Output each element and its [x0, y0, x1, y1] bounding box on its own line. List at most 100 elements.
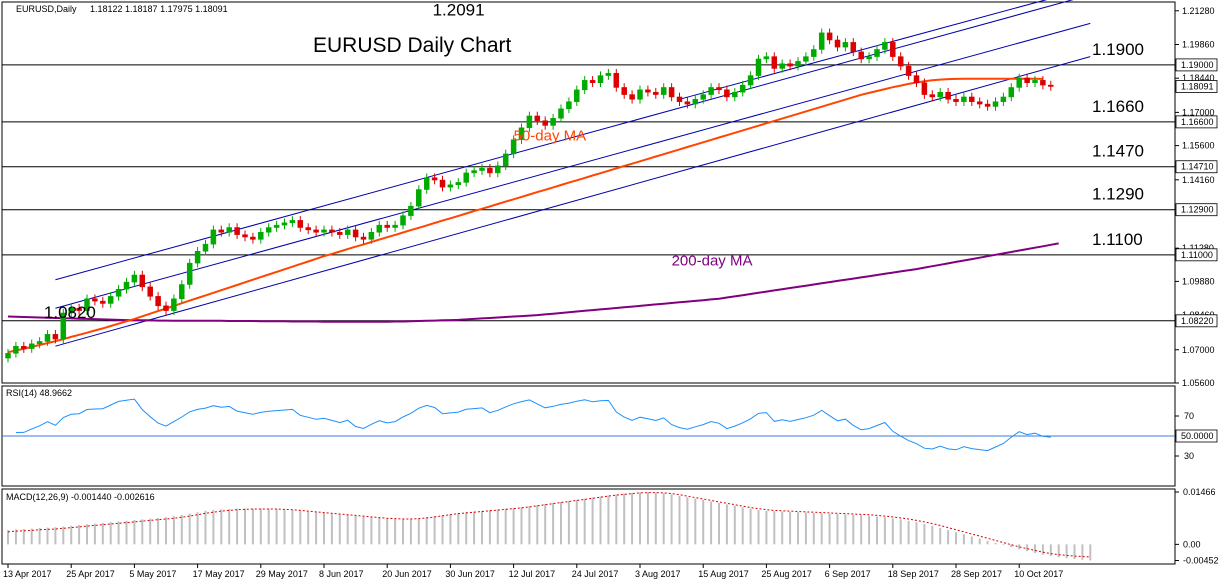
price-level-label: 1.1660 [1092, 97, 1144, 116]
candle [905, 61, 912, 80]
candle [313, 225, 319, 237]
candle-body [842, 42, 849, 48]
candle-body [1016, 77, 1022, 88]
candle-body [826, 32, 833, 41]
rsi-tick-label: 70 [1184, 411, 1194, 421]
candle [131, 270, 138, 287]
candle [123, 277, 130, 294]
rsi-line [15, 398, 1051, 452]
candle [1048, 80, 1054, 91]
candle-body [747, 75, 754, 86]
candle [1040, 76, 1046, 90]
chart-annotation: 50-day MA [514, 127, 587, 144]
candle [818, 28, 825, 54]
candle-body [929, 94, 936, 98]
candle-body [44, 334, 51, 342]
macd-panel-frame [1, 488, 1176, 565]
price-panel-frame [1, 1, 1176, 384]
candle [771, 52, 778, 73]
candle [874, 45, 880, 61]
candle-body [400, 215, 406, 226]
candle-body [937, 91, 943, 98]
candle [542, 116, 548, 130]
candle-body [368, 232, 375, 240]
candle-body [613, 72, 620, 88]
candle-body [1000, 96, 1007, 102]
candle [653, 87, 659, 99]
sma200-line [7, 242, 1059, 323]
candle-body [495, 165, 501, 174]
candle-body [605, 72, 612, 76]
price-box-label: 1.18091 [1181, 81, 1214, 91]
candle-body [566, 101, 572, 110]
candle-body [874, 49, 880, 57]
candle [913, 71, 920, 87]
x-tick-label: 20 Jun 2017 [382, 569, 432, 579]
macd-tick-label: -0.004527 [1183, 556, 1219, 566]
candle-body [376, 224, 383, 233]
price-box [1175, 58, 1218, 72]
candle [574, 85, 580, 106]
candle [937, 87, 943, 102]
candle-body [897, 56, 904, 67]
candle [218, 225, 225, 237]
candle-body [645, 89, 651, 93]
price-level-label: 1.1290 [1092, 185, 1144, 204]
rsi-label: RSI(14) 48.9662 [6, 388, 72, 398]
candle-body [76, 307, 82, 311]
candle [100, 296, 106, 308]
candle-body [202, 243, 209, 252]
candle [250, 232, 256, 244]
candle [945, 87, 951, 104]
price-level-label: 1.1100 [1092, 230, 1143, 249]
candle-body [392, 224, 398, 228]
candle-body [558, 108, 564, 119]
candle-body [321, 229, 327, 233]
candle-body [384, 224, 390, 228]
candle-body [123, 281, 130, 290]
candle [447, 180, 454, 192]
candle [1000, 92, 1007, 106]
ohlc-header: 1.18122 1.18187 1.17975 1.18091 [90, 4, 228, 14]
candle [226, 223, 232, 237]
candle [329, 225, 335, 237]
candle [984, 99, 991, 111]
candle [376, 220, 383, 237]
y-tick-label: 1.07000 [1182, 345, 1215, 355]
macd-signal-line [7, 492, 1091, 558]
candle-body [408, 205, 414, 216]
candle [305, 223, 311, 235]
candle [337, 227, 343, 239]
candle-body [84, 298, 90, 311]
candle [747, 71, 754, 90]
candle [321, 225, 327, 237]
price-level-label: 1.1470 [1092, 142, 1144, 161]
candle-body [771, 56, 778, 69]
candle [589, 76, 596, 87]
candle-body [534, 115, 541, 121]
candle-body [905, 65, 912, 76]
candle-body [992, 101, 999, 107]
candle [471, 166, 477, 178]
candle-body [882, 42, 888, 50]
candle-body [850, 42, 857, 53]
x-tick-label: 25 Aug 2017 [761, 569, 812, 579]
price-box [1175, 115, 1218, 129]
x-tick-label: 29 May 2017 [256, 569, 308, 579]
x-tick-label: 25 Apr 2017 [66, 569, 115, 579]
candle [700, 90, 706, 104]
candle [684, 97, 691, 109]
candle [495, 161, 501, 178]
candle-body [1008, 87, 1015, 98]
candle-body [13, 345, 19, 354]
candle [660, 83, 667, 99]
candle [795, 57, 801, 71]
candle-body [218, 229, 225, 233]
candle [676, 92, 683, 106]
candle [566, 97, 572, 114]
candle-body [629, 94, 635, 100]
x-tick-label: 8 Jun 2017 [319, 569, 364, 579]
candle-body [337, 232, 343, 235]
candle-body [574, 89, 580, 102]
candle [186, 258, 193, 289]
